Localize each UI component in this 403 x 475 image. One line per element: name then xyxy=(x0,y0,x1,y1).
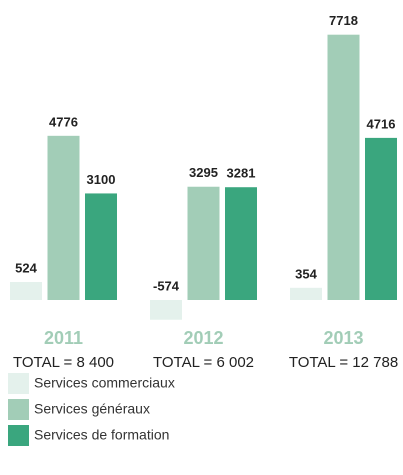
bar xyxy=(290,287,322,300)
year-label: 2011 xyxy=(44,328,83,348)
value-label: 4716 xyxy=(367,116,396,131)
value-label: 3100 xyxy=(87,172,116,187)
legend-label: Services généraux xyxy=(34,401,150,417)
value-label: 354 xyxy=(295,266,317,281)
value-label: -574 xyxy=(153,278,180,293)
value-label: 3295 xyxy=(189,165,218,180)
total-label: TOTAL = 6 002 xyxy=(153,354,254,371)
bar xyxy=(187,186,220,300)
legend-swatch xyxy=(8,399,29,420)
value-label: 4776 xyxy=(49,114,78,129)
total-label: TOTAL = 12 788 xyxy=(289,354,398,371)
legend-label: Services de formation xyxy=(34,427,169,443)
legend-swatch xyxy=(8,425,29,446)
bar xyxy=(10,281,42,300)
bar xyxy=(47,135,80,300)
value-label: 7718 xyxy=(329,13,358,28)
year-label: 2013 xyxy=(323,328,363,348)
bar xyxy=(85,193,117,300)
bar xyxy=(150,300,182,320)
value-label: 3281 xyxy=(227,166,256,181)
year-label: 2012 xyxy=(183,328,223,348)
value-label: 524 xyxy=(15,260,37,275)
bar xyxy=(365,137,397,300)
legend-label: Services commerciaux xyxy=(34,375,175,391)
legend-swatch xyxy=(8,373,29,394)
bar xyxy=(327,34,360,300)
bar xyxy=(225,187,257,300)
total-label: TOTAL = 8 400 xyxy=(13,354,114,371)
